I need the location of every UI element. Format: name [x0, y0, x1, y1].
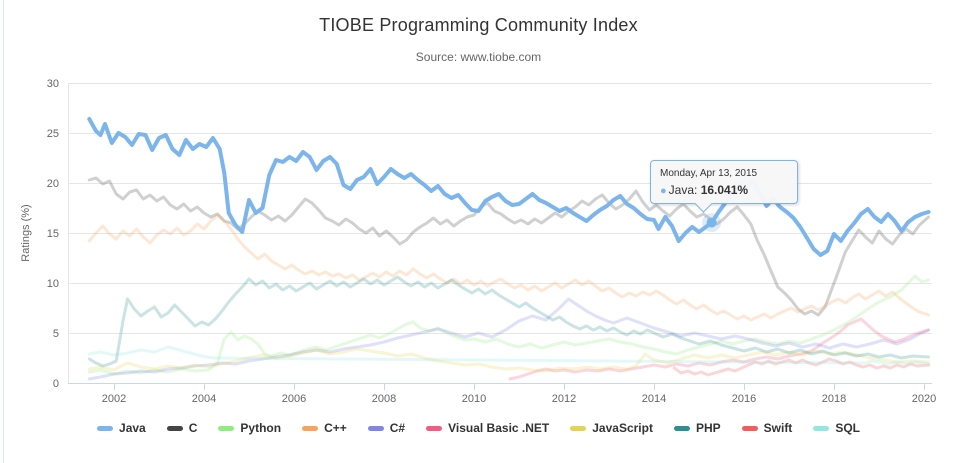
legend-label: JavaScript	[592, 421, 653, 435]
legend-swatch-icon	[367, 425, 384, 431]
legend: Java C Python C++ C# Visual Basic .NET JavaScr…	[0, 421, 957, 435]
y-axis-label-10: 10	[47, 278, 59, 290]
legend-swatch-icon	[813, 425, 830, 431]
legend-swatch-icon	[302, 425, 319, 431]
series-line-visual-basic-net[interactable]	[508, 317, 930, 381]
legend-swatch-icon	[426, 425, 443, 431]
legend-label: Swift	[763, 421, 793, 435]
x-axis-label-2012: 2012	[552, 393, 576, 405]
legend-item-php[interactable]: PHP	[673, 421, 721, 435]
x-axis-label-2008: 2008	[372, 393, 396, 405]
x-axis-label-2014: 2014	[642, 393, 666, 405]
series-line-cpp[interactable]	[87, 213, 930, 322]
tooltip-value: 16.041%	[700, 183, 749, 197]
x-axis-label-2016: 2016	[732, 393, 756, 405]
legend-item-javascript[interactable]: JavaScript	[570, 421, 653, 435]
x-axis-label-2018: 2018	[822, 393, 846, 405]
legend-swatch-icon	[97, 425, 114, 431]
hovered-point-marker[interactable]	[706, 217, 717, 228]
x-axis-label-2006: 2006	[282, 393, 306, 405]
legend-item-cpp[interactable]: C++	[302, 421, 347, 435]
series-line-swift[interactable]	[672, 357, 930, 377]
tooltip-value-row: ● Java: 16.041%	[660, 183, 788, 197]
legend-item-sql[interactable]: SQL	[813, 421, 860, 435]
legend-swatch-icon	[218, 425, 235, 431]
series-line-sql[interactable]	[87, 345, 930, 366]
legend-item-csharp[interactable]: C#	[367, 421, 406, 435]
series-line-csharp[interactable]	[87, 297, 930, 381]
series-bullet-icon: ●	[660, 185, 667, 197]
x-axis-label-2002: 2002	[102, 393, 126, 405]
y-axis-label-0: 0	[53, 378, 59, 390]
legend-item-python[interactable]: Python	[218, 421, 281, 435]
chart-title: TIOBE Programming Community Index	[319, 15, 638, 35]
series-line-java[interactable]	[87, 117, 931, 257]
legend-label: SQL	[835, 421, 860, 435]
legend-label: C++	[324, 421, 347, 435]
legend-item-visual-basic-net[interactable]: Visual Basic .NET	[426, 421, 549, 435]
legend-label: Java	[119, 421, 146, 435]
y-axis-label-5: 5	[53, 328, 59, 340]
legend-item-java[interactable]: Java	[97, 421, 146, 435]
legend-swatch-icon	[741, 425, 758, 431]
tooltip-date: Monday, Apr 13, 2015	[660, 168, 758, 179]
y-axis-label-25: 25	[47, 128, 59, 140]
series-line-php[interactable]	[87, 275, 930, 368]
legend-label: Visual Basic .NET	[448, 421, 550, 435]
y-axis-label-30: 30	[47, 78, 59, 90]
x-axis-label-2020: 2020	[912, 393, 936, 405]
x-axis-label-2004: 2004	[192, 393, 216, 405]
y-axis-label-20: 20	[47, 178, 59, 190]
legend-swatch-icon	[673, 425, 690, 431]
y-axis-title: Ratings (%)	[20, 204, 32, 261]
series-line-javascript[interactable]	[87, 347, 930, 373]
x-axis-label-2010: 2010	[462, 393, 486, 405]
legend-label: PHP	[695, 421, 721, 435]
legend-label: Python	[240, 421, 282, 435]
legend-swatch-icon	[570, 425, 587, 431]
series-line-c[interactable]	[87, 176, 930, 317]
tooltip: Monday, Apr 13, 2015 ● Java: 16.041%	[650, 160, 798, 213]
legend-item-swift[interactable]: Swift	[741, 421, 793, 435]
chart-subtitle: Source: www.tiobe.com	[415, 50, 542, 64]
tooltip-series-label: Java:	[668, 183, 698, 197]
legend-label: C	[188, 421, 198, 435]
legend-item-c[interactable]: C	[166, 421, 198, 435]
y-axis-label-15: 15	[47, 228, 59, 240]
legend-label: C#	[389, 421, 406, 435]
legend-swatch-icon	[166, 425, 183, 431]
series-line-python[interactable]	[87, 274, 930, 376]
page-left-border	[3, 0, 4, 463]
